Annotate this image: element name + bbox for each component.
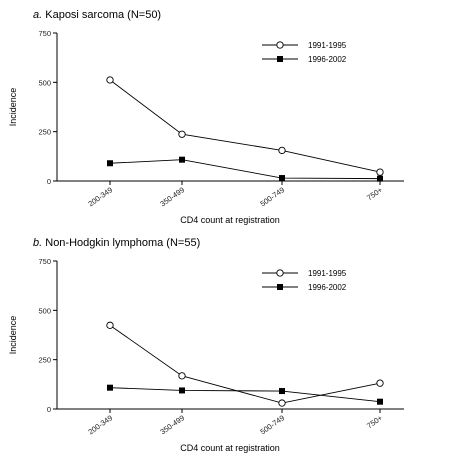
- y-tick-label: 0: [47, 177, 51, 186]
- chart-panel-2: b. Non-Hodgkin lymphoma (N=55) 0 250 500 750…: [8, 237, 404, 453]
- data-point-1991-1995-350-499: [178, 372, 186, 380]
- y-tick-label: 750: [38, 257, 51, 266]
- legend-label: 1996-2002: [308, 55, 347, 64]
- chart-title: a. Kaposi sarcoma (N=50): [33, 9, 161, 21]
- x-tick-label: 500-749: [258, 413, 286, 436]
- y-tick-label: 500: [38, 78, 51, 87]
- x-tick-label: 200-349: [86, 413, 114, 436]
- series-line-1996-2002: [109, 159, 381, 180]
- y-tick-label: 0: [47, 405, 51, 414]
- y-tick-label: 750: [38, 29, 51, 38]
- x-axis-label: CD4 count at registration: [180, 443, 280, 453]
- data-point-1991-1995-750+: [376, 379, 384, 387]
- x-tick-label: 750+: [365, 413, 385, 430]
- data-point-1996-2002-350-499: [179, 156, 185, 163]
- y-axis-label: Incidence: [8, 316, 18, 355]
- data-point-1996-2002-200-349: [107, 384, 113, 391]
- data-point-1991-1995-350-499: [178, 130, 186, 138]
- y-tick-label: 250: [38, 356, 51, 365]
- chart-title-text: Kaposi sarcoma (N=50): [42, 9, 161, 21]
- chart-panel-letter: a.: [33, 9, 42, 21]
- data-point-1991-1995-200-349: [106, 321, 114, 329]
- y-tick-label: 500: [38, 306, 51, 315]
- data-point-1996-2002-350-499: [179, 387, 185, 394]
- legend-marker-1996-2002: [277, 56, 283, 62]
- chart-title-text: Non-Hodgkin lymphoma (N=55): [42, 237, 200, 249]
- x-tick-label: 350-499: [158, 185, 186, 208]
- x-tick-label: 750+: [365, 185, 385, 202]
- data-point-1991-1995-500-749: [278, 399, 286, 407]
- data-point-1996-2002-200-349: [107, 160, 113, 167]
- legend-label: 1991-1995: [308, 269, 347, 278]
- data-point-1996-2002-750+: [377, 398, 383, 405]
- chart-panel-letter: b.: [33, 237, 42, 249]
- x-tick-label: 200-349: [86, 185, 114, 208]
- x-tick-label: 500-749: [258, 185, 286, 208]
- data-point-1991-1995-750+: [376, 168, 384, 176]
- legend-label: 1991-1995: [308, 41, 347, 50]
- data-point-1991-1995-200-349: [106, 76, 114, 84]
- chart-title: b. Non-Hodgkin lymphoma (N=55): [33, 237, 200, 249]
- series-line-1991-1995: [109, 79, 381, 173]
- legend-marker-1991-1995: [276, 41, 284, 49]
- data-point-1996-2002-500-749: [279, 175, 285, 182]
- data-point-1996-2002-750+: [377, 175, 383, 182]
- legend-marker-1991-1995: [276, 269, 284, 277]
- legend-label: 1996-2002: [308, 283, 347, 292]
- series-line-1991-1995: [109, 324, 381, 404]
- y-axis-label: Incidence: [8, 88, 18, 127]
- legend-marker-1996-2002: [277, 284, 283, 290]
- x-tick-label: 350-499: [158, 413, 186, 436]
- data-point-1991-1995-500-749: [278, 146, 286, 155]
- y-tick-label: 250: [38, 128, 51, 137]
- data-point-1996-2002-500-749: [279, 388, 285, 395]
- x-axis-label: CD4 count at registration: [180, 215, 280, 225]
- series-line-1996-2002: [109, 387, 381, 403]
- chart-panel-1: a. Kaposi sarcoma (N=50) 0 250 500 750 200-34…: [8, 9, 404, 225]
